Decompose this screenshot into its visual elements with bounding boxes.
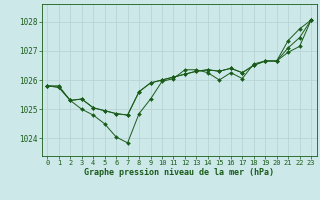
X-axis label: Graphe pression niveau de la mer (hPa): Graphe pression niveau de la mer (hPa)	[84, 168, 274, 177]
